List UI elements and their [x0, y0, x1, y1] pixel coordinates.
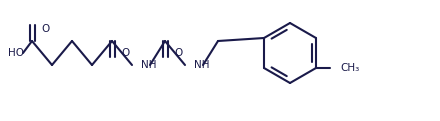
Text: NH: NH [141, 60, 157, 70]
Text: O: O [174, 48, 182, 58]
Text: NH: NH [194, 60, 209, 70]
Text: HO: HO [8, 48, 24, 58]
Text: O: O [41, 24, 49, 34]
Text: O: O [121, 48, 129, 58]
Text: CH₃: CH₃ [340, 63, 359, 73]
